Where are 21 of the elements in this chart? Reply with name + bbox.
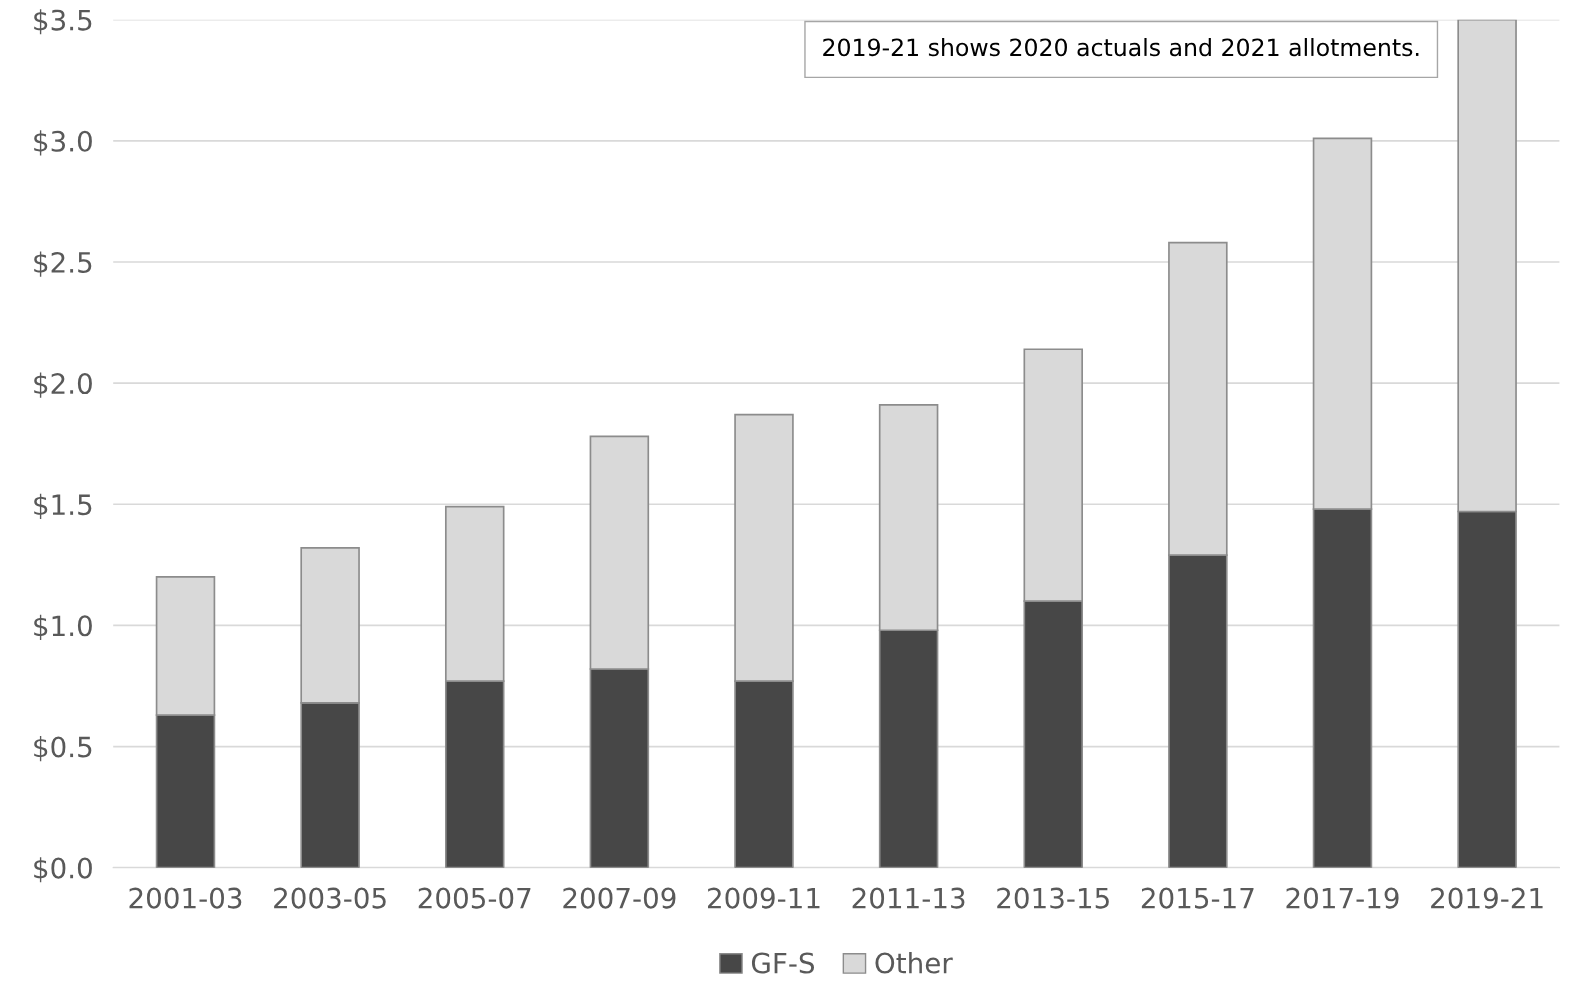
x-tick-label: 2017-19 [1286,887,1399,909]
y-tick-label: $2.5 [34,251,92,277]
y-tick-label: $1.5 [34,493,92,519]
y-tick-label: $0.5 [34,735,92,762]
y-tick-label: $2.0 [34,372,92,398]
x-tick-label: 2003-05 [274,887,386,909]
y-tick-label: $3.5 [34,9,92,35]
y-tick-label: $1.0 [34,614,92,641]
x-tick-label: 2009-11 [708,887,820,909]
x-tick-label: 2015-17 [1141,887,1254,909]
x-tick-label: 2005-07 [418,887,531,909]
x-tick-label: 2007-09 [563,887,676,909]
y-tick-label: $0.0 [34,857,92,883]
x-tick-label: 2013-15 [997,887,1109,909]
x-tick-label: 2001-03 [129,887,242,909]
x-tick-label: 2011-13 [852,887,965,909]
x-tick-label: 2019-21 [1431,887,1543,909]
annotation: 2019-21 shows 2020 actuals and 2021 allotments. [823,37,1419,57]
y-tick-label: $3.0 [34,130,92,156]
legend-label: Other [875,952,953,974]
legend-label: GF-S [751,952,815,974]
